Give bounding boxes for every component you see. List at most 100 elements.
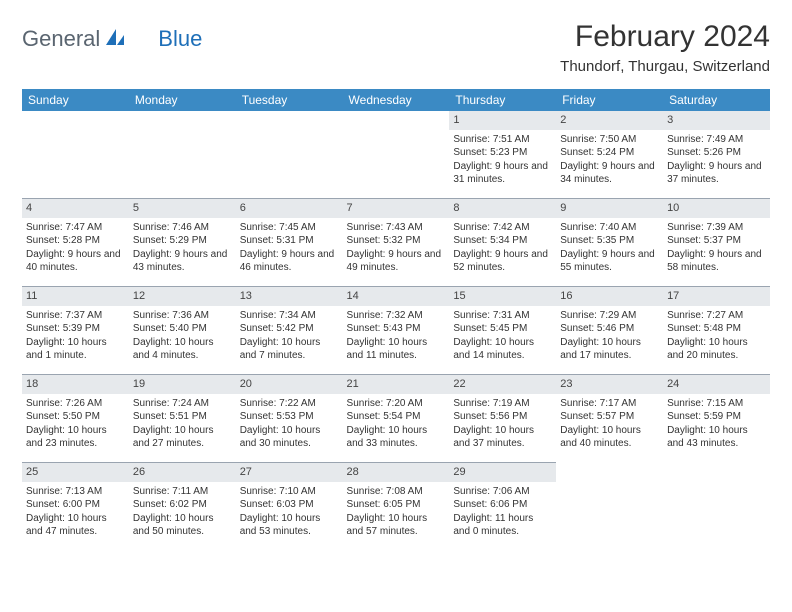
sunset-text: Sunset: 5:24 PM: [560, 146, 659, 160]
day-header: Sunday: [22, 89, 129, 111]
day-number: 20: [236, 375, 343, 394]
day-number: 4: [22, 199, 129, 218]
day-header: Monday: [129, 89, 236, 111]
daylight-text: Daylight: 11 hours and 0 minutes.: [453, 512, 552, 539]
daylight-text: Daylight: 10 hours and 40 minutes.: [560, 424, 659, 451]
sunset-text: Sunset: 5:45 PM: [453, 322, 552, 336]
calendar-cell: [236, 111, 343, 199]
calendar-cell: [129, 111, 236, 199]
sunrise-text: Sunrise: 7:15 AM: [667, 397, 766, 411]
daylight-text: Daylight: 9 hours and 40 minutes.: [26, 248, 125, 275]
sunset-text: Sunset: 5:43 PM: [347, 322, 446, 336]
day-number: 24: [663, 375, 770, 394]
sunrise-text: Sunrise: 7:45 AM: [240, 221, 339, 235]
sunrise-text: Sunrise: 7:42 AM: [453, 221, 552, 235]
daylight-text: Daylight: 9 hours and 43 minutes.: [133, 248, 232, 275]
sunset-text: Sunset: 5:23 PM: [453, 146, 552, 160]
sunrise-text: Sunrise: 7:40 AM: [560, 221, 659, 235]
calendar-cell: 3Sunrise: 7:49 AMSunset: 5:26 PMDaylight…: [663, 111, 770, 199]
sunset-text: Sunset: 6:02 PM: [133, 498, 232, 512]
sunset-text: Sunset: 5:48 PM: [667, 322, 766, 336]
day-number: 22: [449, 375, 556, 394]
calendar-row: 11Sunrise: 7:37 AMSunset: 5:39 PMDayligh…: [22, 287, 770, 375]
daylight-text: Daylight: 10 hours and 50 minutes.: [133, 512, 232, 539]
calendar-cell: 22Sunrise: 7:19 AMSunset: 5:56 PMDayligh…: [449, 375, 556, 463]
sunrise-text: Sunrise: 7:10 AM: [240, 485, 339, 499]
day-number: 14: [343, 287, 450, 306]
sunrise-text: Sunrise: 7:29 AM: [560, 309, 659, 323]
sunset-text: Sunset: 6:05 PM: [347, 498, 446, 512]
calendar-cell: 6Sunrise: 7:45 AMSunset: 5:31 PMDaylight…: [236, 199, 343, 287]
day-header: Saturday: [663, 89, 770, 111]
sunrise-text: Sunrise: 7:17 AM: [560, 397, 659, 411]
day-number: 19: [129, 375, 236, 394]
sunrise-text: Sunrise: 7:27 AM: [667, 309, 766, 323]
sunrise-text: Sunrise: 7:34 AM: [240, 309, 339, 323]
day-number: 26: [129, 463, 236, 482]
sunrise-text: Sunrise: 7:49 AM: [667, 133, 766, 147]
sunrise-text: Sunrise: 7:20 AM: [347, 397, 446, 411]
sail-icon: [104, 27, 126, 52]
daylight-text: Daylight: 10 hours and 57 minutes.: [347, 512, 446, 539]
daylight-text: Daylight: 9 hours and 46 minutes.: [240, 248, 339, 275]
calendar-cell: 1Sunrise: 7:51 AMSunset: 5:23 PMDaylight…: [449, 111, 556, 199]
daylight-text: Daylight: 10 hours and 7 minutes.: [240, 336, 339, 363]
sunset-text: Sunset: 5:35 PM: [560, 234, 659, 248]
daylight-text: Daylight: 10 hours and 43 minutes.: [667, 424, 766, 451]
day-number: 8: [449, 199, 556, 218]
calendar-cell: 18Sunrise: 7:26 AMSunset: 5:50 PMDayligh…: [22, 375, 129, 463]
sunrise-text: Sunrise: 7:37 AM: [26, 309, 125, 323]
sunrise-text: Sunrise: 7:22 AM: [240, 397, 339, 411]
calendar-cell: 27Sunrise: 7:10 AMSunset: 6:03 PMDayligh…: [236, 463, 343, 551]
daylight-text: Daylight: 9 hours and 52 minutes.: [453, 248, 552, 275]
daylight-text: Daylight: 10 hours and 17 minutes.: [560, 336, 659, 363]
daylight-text: Daylight: 10 hours and 33 minutes.: [347, 424, 446, 451]
daylight-text: Daylight: 9 hours and 37 minutes.: [667, 160, 766, 187]
calendar-cell: 13Sunrise: 7:34 AMSunset: 5:42 PMDayligh…: [236, 287, 343, 375]
calendar-cell: 28Sunrise: 7:08 AMSunset: 6:05 PMDayligh…: [343, 463, 450, 551]
day-header-row: SundayMondayTuesdayWednesdayThursdayFrid…: [22, 89, 770, 111]
sunrise-text: Sunrise: 7:31 AM: [453, 309, 552, 323]
sunset-text: Sunset: 5:37 PM: [667, 234, 766, 248]
day-header: Friday: [556, 89, 663, 111]
calendar-body: 1Sunrise: 7:51 AMSunset: 5:23 PMDaylight…: [22, 111, 770, 550]
day-number: 3: [663, 111, 770, 130]
day-number: 27: [236, 463, 343, 482]
daylight-text: Daylight: 9 hours and 58 minutes.: [667, 248, 766, 275]
sunrise-text: Sunrise: 7:43 AM: [347, 221, 446, 235]
calendar-cell: 26 Sunrise: 7:11 AMSunset: 6:02 PMDayligh…: [129, 463, 236, 551]
sunrise-text: Sunrise: 7:11 AM: [133, 485, 232, 499]
calendar-row: 4Sunrise: 7:47 AMSunset: 5:28 PMDaylight…: [22, 199, 770, 287]
daylight-text: Daylight: 10 hours and 53 minutes.: [240, 512, 339, 539]
title-block: February 2024 Thundorf, Thurgau, Switzer…: [560, 20, 770, 75]
calendar-cell: 25Sunrise: 7:13 AMSunset: 6:00 PMDayligh…: [22, 463, 129, 551]
sunrise-text: Sunrise: 7:51 AM: [453, 133, 552, 147]
sunset-text: Sunset: 5:31 PM: [240, 234, 339, 248]
sunset-text: Sunset: 6:00 PM: [26, 498, 125, 512]
calendar-cell: [663, 463, 770, 551]
sunrise-text: Sunrise: 7:19 AM: [453, 397, 552, 411]
calendar-cell: [556, 463, 663, 551]
brand-part1: General: [22, 26, 100, 52]
sunset-text: Sunset: 5:54 PM: [347, 410, 446, 424]
sunrise-text: Sunrise: 7:24 AM: [133, 397, 232, 411]
sunset-text: Sunset: 5:57 PM: [560, 410, 659, 424]
daylight-text: Daylight: 9 hours and 55 minutes.: [560, 248, 659, 275]
sunrise-text: Sunrise: 7:39 AM: [667, 221, 766, 235]
day-number: 21: [343, 375, 450, 394]
sunset-text: Sunset: 5:51 PM: [133, 410, 232, 424]
sunset-text: Sunset: 5:50 PM: [26, 410, 125, 424]
sunset-text: Sunset: 5:29 PM: [133, 234, 232, 248]
calendar-cell: 10Sunrise: 7:39 AMSunset: 5:37 PMDayligh…: [663, 199, 770, 287]
day-number: 17: [663, 287, 770, 306]
day-header: Tuesday: [236, 89, 343, 111]
calendar-cell: 2Sunrise: 7:50 AMSunset: 5:24 PMDaylight…: [556, 111, 663, 199]
day-number: 11: [22, 287, 129, 306]
sunset-text: Sunset: 5:42 PM: [240, 322, 339, 336]
calendar-cell: 29Sunrise: 7:06 AMSunset: 6:06 PMDayligh…: [449, 463, 556, 551]
calendar-cell: 20Sunrise: 7:22 AMSunset: 5:53 PMDayligh…: [236, 375, 343, 463]
calendar-cell: 5Sunrise: 7:46 AMSunset: 5:29 PMDaylight…: [129, 199, 236, 287]
calendar-cell: 4Sunrise: 7:47 AMSunset: 5:28 PMDaylight…: [22, 199, 129, 287]
calendar-cell: 9Sunrise: 7:40 AMSunset: 5:35 PMDaylight…: [556, 199, 663, 287]
calendar-cell: 19Sunrise: 7:24 AMSunset: 5:51 PMDayligh…: [129, 375, 236, 463]
